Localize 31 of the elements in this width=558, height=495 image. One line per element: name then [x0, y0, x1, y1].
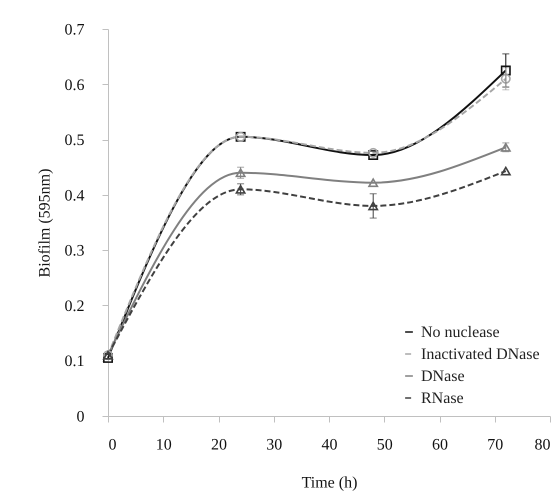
- x-tick-label: 60: [432, 436, 448, 454]
- point: [368, 178, 378, 188]
- y-tick-label: 0.2: [64, 298, 84, 315]
- y-tick-label: 0.5: [64, 132, 84, 150]
- x-tick-label: 50: [376, 436, 393, 454]
- legend-label: DNase: [421, 368, 465, 385]
- x-tick-label: 70: [487, 436, 504, 454]
- point: [103, 352, 113, 363]
- x-tick-label: 0: [108, 436, 116, 454]
- y-axis-title: Biofilm (595nm): [36, 168, 54, 278]
- y-tick-label: 0.6: [64, 76, 84, 94]
- y-tick-label: 0.4: [64, 187, 84, 204]
- x-tick-label: 20: [211, 436, 227, 454]
- point: [368, 201, 378, 210]
- point: [368, 148, 378, 158]
- point: [500, 65, 511, 76]
- point: [500, 166, 511, 176]
- x-tick-label: 30: [266, 436, 282, 454]
- legend-label: RNase: [421, 390, 464, 407]
- point: [368, 150, 378, 160]
- y-tick-label: 0.1: [64, 353, 84, 370]
- x-tick-label: 40: [322, 436, 338, 454]
- legend-label: No nuclease: [421, 324, 500, 341]
- y-tick-label: 0.3: [64, 242, 84, 260]
- point: [500, 74, 511, 84]
- x-tick-label: 80: [534, 436, 550, 454]
- y-tick-label: 0.7: [64, 22, 84, 38]
- x-axis-title: Time (h): [302, 474, 358, 492]
- x-tick-label: 10: [156, 436, 172, 454]
- y-tick-label: 0: [76, 408, 84, 426]
- legend-label: Inactivated DNase: [421, 346, 540, 363]
